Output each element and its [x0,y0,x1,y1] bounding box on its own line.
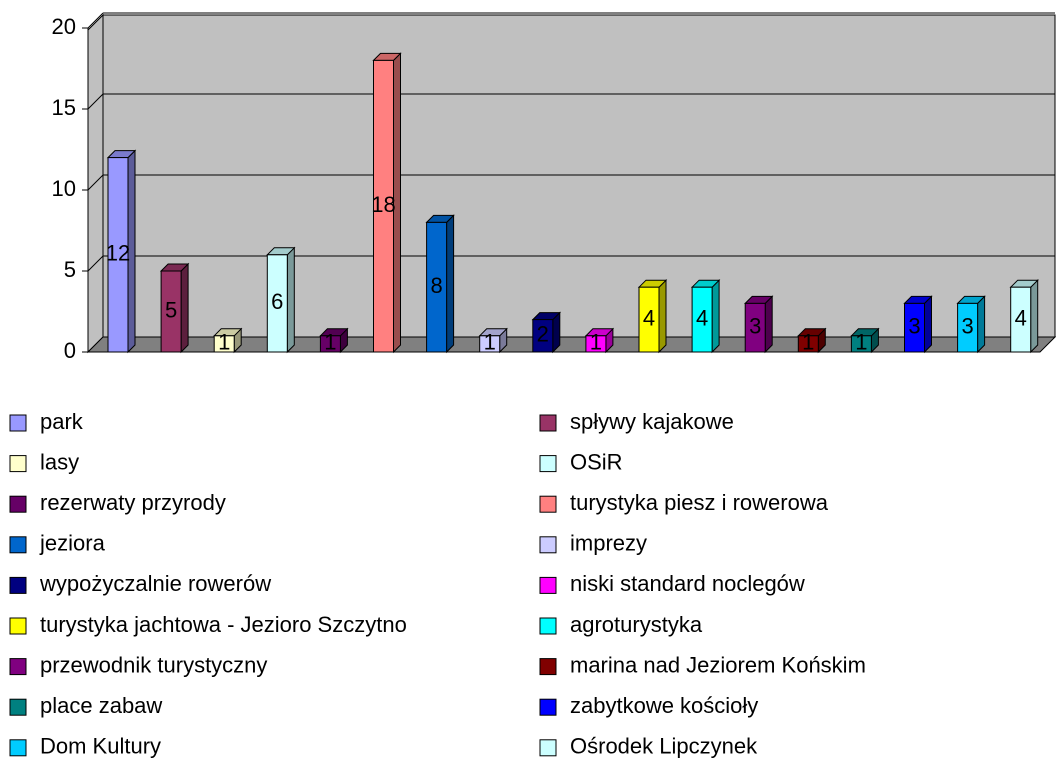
bar [585,335,607,353]
bar [797,335,819,353]
grid-line [87,255,104,272]
bar-side [286,246,295,354]
data-label: 1 [855,330,867,355]
legend-label: Dom Kultury [40,734,161,759]
legend-label: wypożyczalnie rowerów [39,571,271,596]
bar [1010,286,1032,353]
side-wall [87,13,104,354]
data-label: 4 [643,305,655,330]
legend-swatch [9,536,27,554]
data-label: 3 [749,314,761,339]
data-label: 1 [484,330,496,355]
legend-swatch [9,739,27,757]
back-wall [102,14,1056,338]
legend-swatch [9,658,27,676]
data-label: 4 [1015,305,1027,330]
bar [107,157,129,353]
data-label: 3 [961,314,973,339]
legend-swatch [539,698,557,716]
data-label: 3 [908,314,920,339]
legend-label: marina nad Jeziorem Końskim [570,652,866,677]
legend-label: niski standard noclegów [570,571,805,596]
bar [904,302,925,353]
bar [373,59,394,353]
legend-label: OSiR [570,449,623,474]
legend-swatch [539,658,557,676]
data-label: 18 [371,192,395,217]
grid-line [87,174,104,191]
legend-swatch [539,414,557,432]
y-tick-label: 20 [52,14,76,39]
data-label: 12 [106,241,130,266]
y-tick-label: 15 [52,95,76,120]
bar [160,270,182,353]
legend-swatch [539,617,557,635]
legend-swatch [9,414,27,432]
legend-label: przewodnik turystyczny [40,652,267,677]
legend-swatch [539,455,557,473]
y-tick-label: 10 [52,176,76,201]
y-tick-label: 5 [64,257,76,282]
bar [957,302,979,353]
y-tick-label: 0 [64,338,76,363]
legend-swatch [9,698,27,716]
legend-swatch [539,576,557,594]
data-label: 5 [165,297,177,322]
bar-side [924,295,932,354]
legend-label: turystyka jachtowa - Jezioro Szczytno [40,612,407,637]
data-label: 6 [271,289,283,314]
legend-label: jeziora [39,531,106,556]
bar [213,335,235,353]
legend-swatch [9,455,27,473]
grid-line [87,93,104,110]
legend-swatch [539,739,557,757]
bar [638,286,660,353]
bar [319,335,341,353]
bar-side [180,262,189,354]
data-label: 4 [696,305,708,330]
data-label: 8 [430,273,442,298]
bar-side [1030,278,1039,354]
legend-swatch [539,495,557,513]
legend-swatch [539,536,557,554]
bar [532,319,554,353]
data-label: 1 [218,330,230,355]
grid-line [87,12,104,29]
bar [479,335,501,353]
legend-label: park [40,409,84,434]
legend-label: turystyka piesz i rowerowa [570,490,829,515]
legend-label: spływy kajakowe [570,409,734,434]
bar [266,254,288,353]
legend-label: agroturystyka [570,612,703,637]
bar [744,302,766,353]
legend-label: rezerwaty przyrody [40,490,226,515]
bar-side [446,214,455,354]
bar [426,221,448,353]
legend-label: imprezy [570,531,647,556]
legend-label: Ośrodek Lipczynek [570,734,758,759]
legend-swatch [9,576,27,594]
legend-label: zabytkowe kościoły [570,693,758,718]
data-label: 1 [324,330,336,355]
bar-side [977,295,986,354]
legend-label: lasy [40,449,79,474]
legend-swatch [9,617,27,635]
bar [691,286,713,353]
bar [850,335,872,353]
data-label: 1 [802,330,814,355]
bar-side [764,295,773,354]
bar-side [658,278,667,354]
legend-label: place zabaw [40,693,162,718]
data-label: 1 [590,330,602,355]
bar-side [711,278,720,354]
legend-swatch [9,495,27,513]
data-label: 2 [537,322,549,347]
